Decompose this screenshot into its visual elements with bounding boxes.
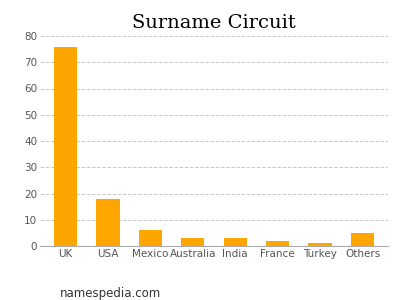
Bar [96, 199, 120, 246]
Bar [224, 238, 247, 246]
Bar [351, 233, 374, 246]
Bar [308, 243, 332, 246]
Bar [54, 46, 77, 246]
Title: Surname Circuit: Surname Circuit [132, 14, 296, 32]
Text: namespedia.com: namespedia.com [60, 287, 161, 300]
Bar [181, 238, 204, 246]
Bar [266, 241, 289, 246]
Bar [139, 230, 162, 246]
